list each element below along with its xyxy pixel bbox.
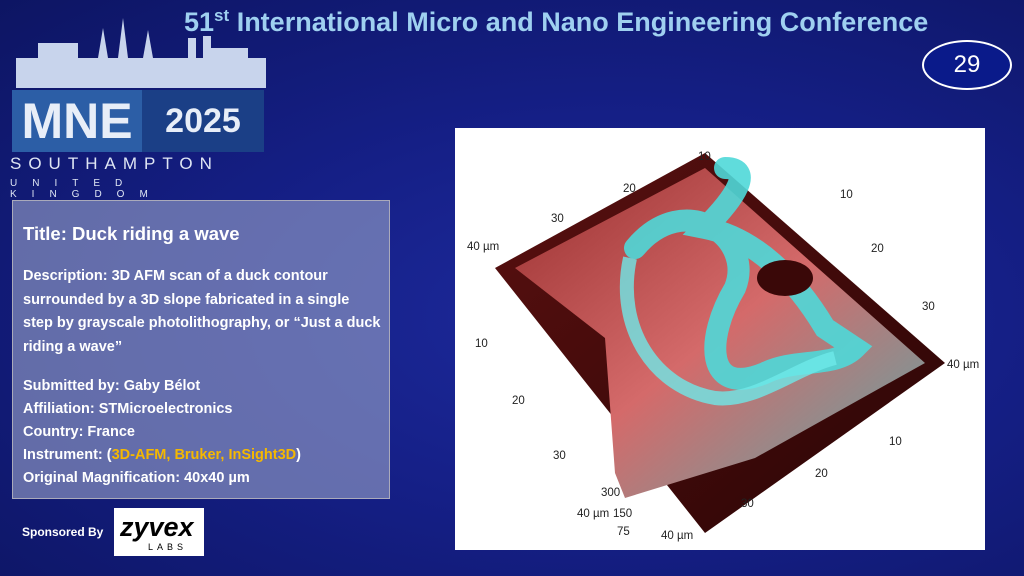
logo-city: SOUTHAMPTON: [10, 154, 219, 173]
axis-label: 30: [551, 213, 564, 225]
axis-label: 30: [741, 498, 754, 510]
instrument-close: ): [296, 447, 301, 463]
axis-label: 150: [613, 508, 633, 520]
axis-label: 10: [475, 338, 488, 350]
afm-surface: [495, 153, 945, 533]
sponsor-logo: zyvex LABS: [114, 508, 204, 556]
conference-title: 51st International Micro and Nano Engine…: [184, 6, 928, 38]
entry-instrument: Instrument: (3D-AFM, Bruker, InSight3D): [23, 444, 301, 466]
afm-image: 10 20 30 40 µm 10 20 30 40 µm 10 20 30 4…: [455, 128, 985, 550]
axis-label: 10: [698, 151, 711, 163]
axis-label: 20: [623, 183, 636, 195]
axis-label: 20: [871, 243, 884, 255]
entry-title: Title: Duck riding a wave: [23, 223, 240, 244]
entry-country: Country: France: [23, 424, 135, 440]
logo-skyline: [16, 18, 266, 88]
entry-magnification: Original Magnification: 40x40 µm: [23, 470, 250, 486]
entry-submitted: Submitted by: Gaby Bélot: [23, 378, 201, 394]
logo-year: 2025: [142, 90, 264, 152]
slide-number: 29: [922, 40, 1012, 90]
axis-label: 20: [512, 395, 525, 407]
axis-label: 75: [617, 526, 630, 538]
sponsor-name: zyvex: [120, 512, 194, 542]
axis-label: 40 µm: [661, 530, 694, 542]
instrument-label: Instrument: (: [23, 447, 112, 463]
axis-label: 40 µm: [947, 359, 980, 371]
axis-label: 20: [815, 468, 828, 480]
logo: MNE 2025 SOUTHAMPTON UNITED KINGDOM: [8, 8, 268, 200]
entry-description: Description: 3D AFM scan of a duck conto…: [23, 268, 381, 355]
entry-affiliation: Affiliation: STMicroelectronics: [23, 401, 233, 417]
axis-label: 10: [889, 436, 902, 448]
info-box: Title: Duck riding a wave Description: 3…: [12, 200, 390, 499]
sponsor-label: Sponsored By: [22, 525, 104, 539]
title-number: 51: [184, 7, 215, 37]
axis-label: 10: [840, 189, 853, 201]
logo-acronym: MNE: [12, 90, 142, 152]
axis-label: 40 µm: [577, 508, 610, 520]
title-suffix: st: [214, 6, 230, 25]
instrument-value: 3D-AFM, Bruker, InSight3D: [111, 447, 297, 463]
title-text: International Micro and Nano Engineering…: [236, 7, 929, 37]
axis-label: 30: [553, 450, 566, 462]
axis-label: 300: [601, 487, 621, 499]
axis-label: 30: [922, 301, 935, 313]
logo-country: UNITED KINGDOM: [10, 178, 163, 200]
axis-label: 40 µm: [467, 241, 500, 253]
sponsor-sub: LABS: [148, 542, 188, 552]
